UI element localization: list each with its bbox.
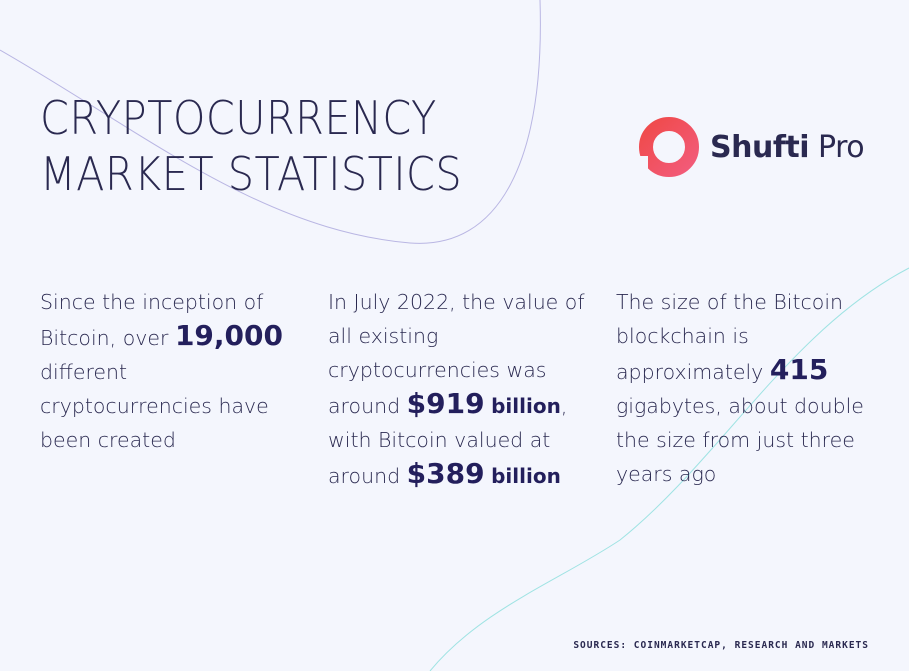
title-line-1: CRYPTOCURRENCY xyxy=(40,91,437,145)
title-line-2: MARKET STATISTICS xyxy=(40,147,463,201)
stat-text: , with Bitcoin valued at around xyxy=(328,394,568,488)
sources-note: SOURCES: COINMARKETCAP, RESEARCH AND MAR… xyxy=(573,640,869,651)
brand-name: Shufti Pro xyxy=(710,129,865,165)
brand-logo: Shufti Pro xyxy=(638,116,865,178)
shufti-ring-logo-icon xyxy=(638,117,699,178)
teal-curve xyxy=(429,267,909,671)
stat-text: Since the inception of Bitcoin, over xyxy=(40,290,264,350)
stat-text: In July 2022, the value of all existing … xyxy=(328,290,585,418)
stat-market-value: In July 2022, the value of all existing … xyxy=(328,285,588,493)
page-title: CRYPTOCURRENCY MARKET STATISTICS xyxy=(40,90,509,202)
stat-cryptocurrency-count: Since the inception of Bitcoin, over 19,… xyxy=(40,285,290,457)
stat-value: 19,000 xyxy=(174,319,283,352)
stat-value: $389 xyxy=(406,457,485,490)
brand-name-regular: Pro xyxy=(809,129,865,165)
purple-curve xyxy=(0,0,541,244)
stat-text: The size of the Bitcoin blockchain is ap… xyxy=(616,290,844,384)
stat-value: $919 xyxy=(406,387,485,420)
stat-text: gigabytes, about double the size from ju… xyxy=(616,394,864,486)
stat-unit: billion xyxy=(491,464,561,488)
stat-value: 415 xyxy=(769,353,829,386)
stat-blockchain-size: The size of the Bitcoin blockchain is ap… xyxy=(616,285,876,491)
stat-unit: billion xyxy=(491,394,561,418)
stat-text: different cryptocurrencies have been cre… xyxy=(40,360,269,452)
brand-name-bold: Shufti xyxy=(710,129,810,165)
